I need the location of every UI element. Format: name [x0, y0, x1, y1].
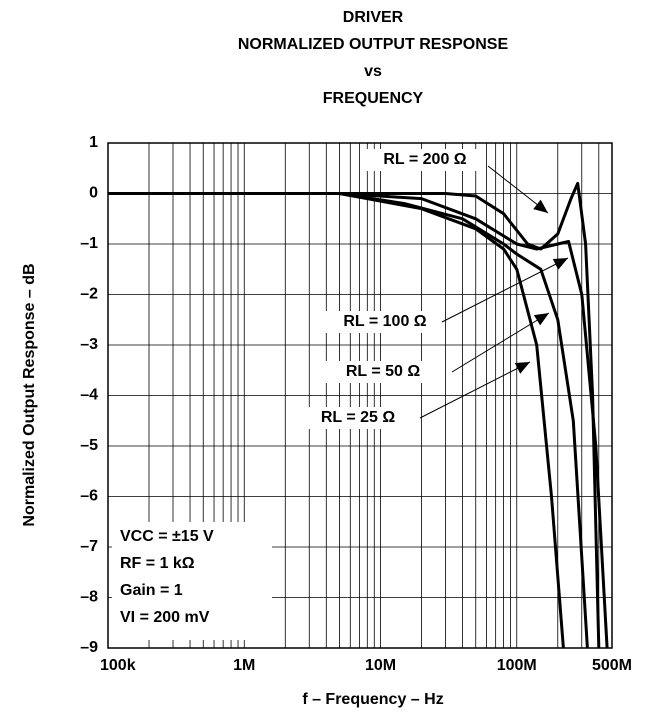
- x-tick-label: 500M: [592, 657, 632, 674]
- arrow-head: [552, 258, 568, 270]
- condition-text: Gain = 1: [120, 582, 183, 599]
- series-label: RL = 25 Ω: [321, 409, 396, 426]
- leader-line: [441, 257, 569, 323]
- chart-title: DRIVER: [343, 9, 404, 26]
- y-tick-label: –7: [80, 538, 98, 555]
- x-tick-label: 100k: [100, 657, 136, 674]
- chart-title: FREQUENCY: [323, 90, 424, 107]
- series-label: RL = 100 Ω: [343, 313, 426, 330]
- plot-area: [108, 181, 609, 648]
- curve: [108, 181, 601, 648]
- x-tick-label: 10M: [365, 657, 396, 674]
- condition-text: RF = 1 kΩ: [120, 555, 195, 572]
- series-label: RL = 50 Ω: [346, 363, 421, 380]
- y-tick-label: 0: [89, 185, 98, 202]
- leader-line: [451, 312, 550, 373]
- leader-line: [419, 361, 531, 419]
- conditions-bg: [112, 522, 272, 640]
- chart-title: vs: [364, 63, 382, 80]
- arrow-head: [514, 362, 530, 374]
- plot-frame: [107, 142, 613, 649]
- curve: [108, 192, 565, 648]
- label-bg: [365, 149, 485, 171]
- condition-text: VI = 200 mV: [120, 609, 210, 626]
- label-bg: [298, 407, 418, 429]
- y-tick-label: 1: [89, 134, 98, 151]
- y-tick-label: –8: [80, 589, 98, 606]
- y-axis-label: Normalized Output Response – dB: [21, 263, 38, 526]
- label-bg: [323, 361, 443, 383]
- y-tick-label: –3: [80, 336, 98, 353]
- y-tick-label: –6: [80, 488, 98, 505]
- y-tick-label: –2: [80, 286, 98, 303]
- arrow-head: [533, 199, 548, 213]
- x-axis-label: f – Frequency – Hz: [302, 691, 443, 708]
- x-tick-label: 100M: [497, 657, 537, 674]
- label-bg: [325, 311, 445, 333]
- chart-title: NORMALIZED OUTPUT RESPONSE: [238, 36, 509, 53]
- y-tick-label: –5: [80, 437, 98, 454]
- y-tick-label: –9: [80, 639, 98, 656]
- series-label: RL = 200 Ω: [383, 151, 466, 168]
- condition-text: VCC = ±15 V: [120, 528, 214, 545]
- arrow-head: [533, 313, 549, 326]
- y-tick-label: –1: [80, 235, 98, 252]
- x-tick-label: 1M: [233, 657, 255, 674]
- y-tick-label: –4: [80, 387, 98, 404]
